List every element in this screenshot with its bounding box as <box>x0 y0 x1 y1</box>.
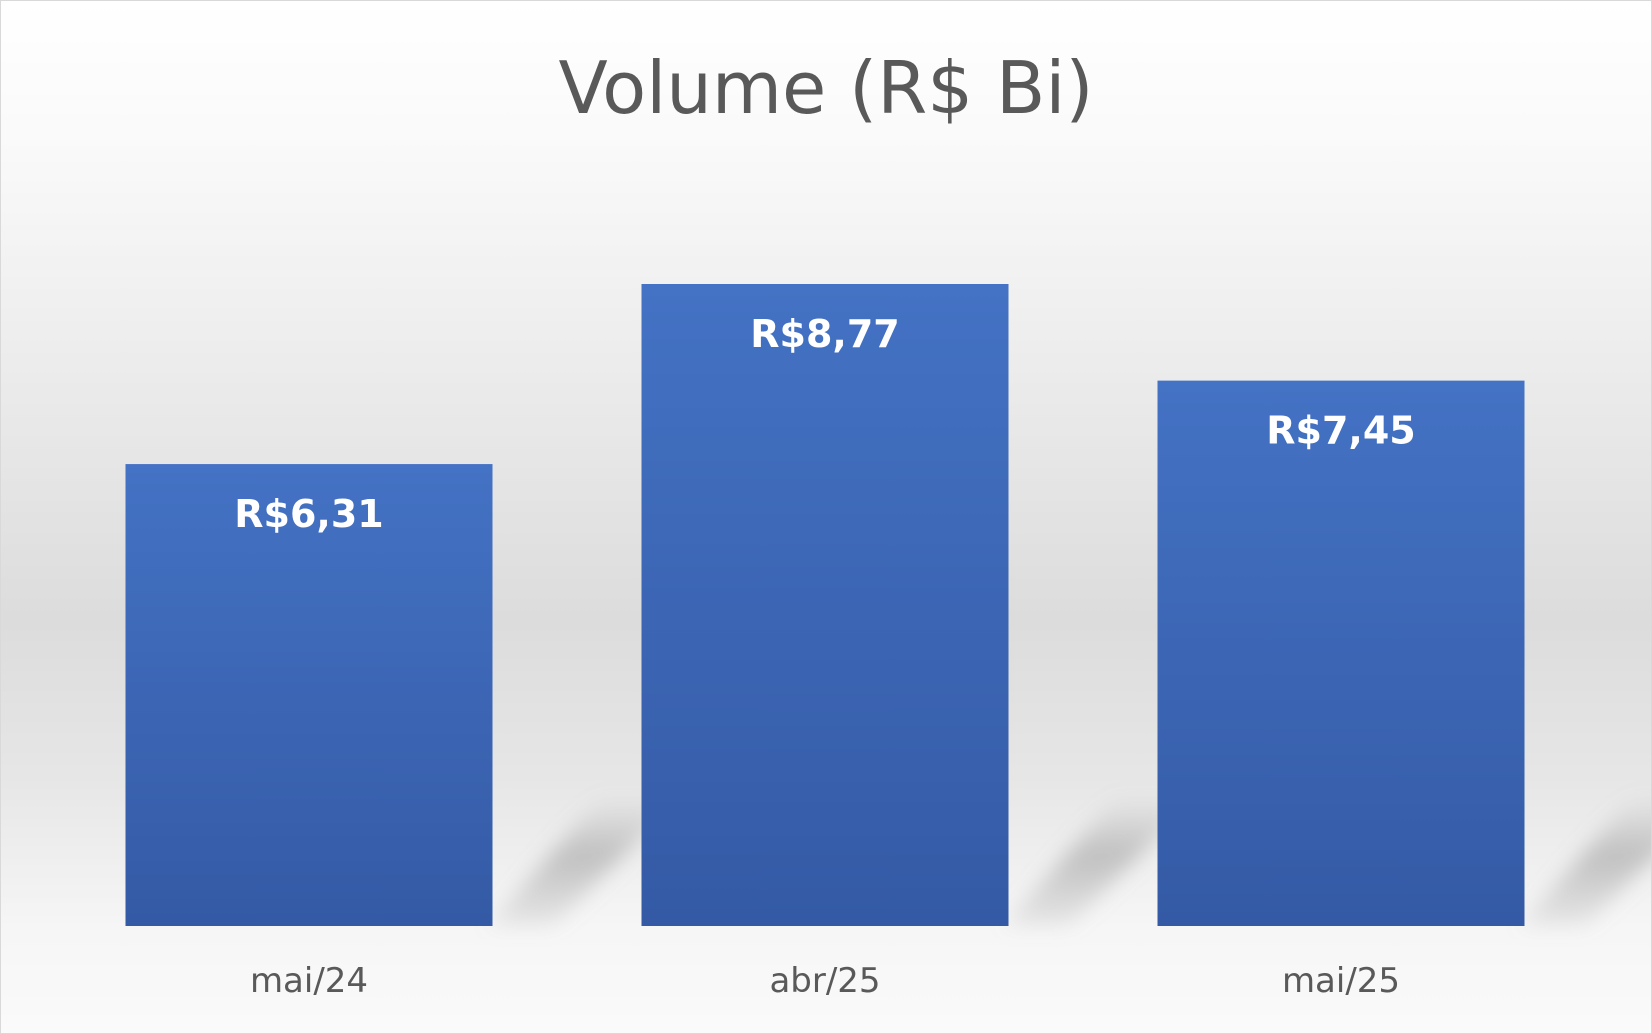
x-tick-label: mai/24 <box>250 961 368 1001</box>
bar-mai-25 <box>1157 380 1525 927</box>
value-labels-group: R$6,31 R$8,77 R$7,45 <box>234 312 1415 536</box>
data-label: R$7,45 <box>1266 409 1415 453</box>
bar-shadow <box>1519 796 1651 926</box>
x-tick-label: abr/25 <box>769 961 880 1001</box>
x-tick-label: mai/25 <box>1282 961 1400 1001</box>
bar-shadows <box>487 796 1651 926</box>
bar-shadow <box>1003 796 1199 926</box>
bar-shadow <box>487 796 683 926</box>
bars-group <box>125 284 1525 927</box>
x-axis-ticks: mai/24 abr/25 mai/25 <box>250 961 1400 1001</box>
bar-abr-25 <box>641 284 1009 926</box>
data-label: R$8,77 <box>750 312 899 356</box>
data-label: R$6,31 <box>234 492 383 536</box>
chart-title: Volume (R$ Bi) <box>559 46 1094 130</box>
bar-mai-24 <box>125 464 493 926</box>
